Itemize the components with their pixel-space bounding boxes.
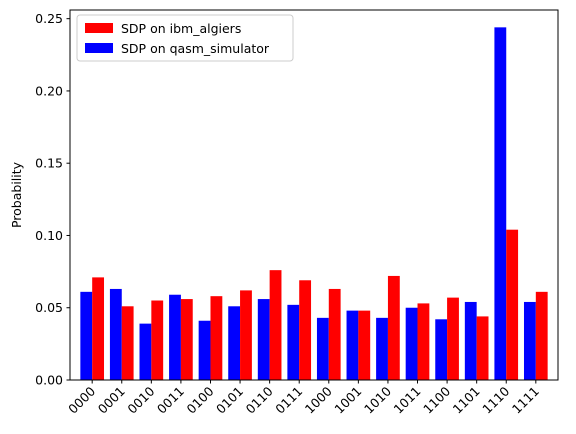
y-axis-label: Probability bbox=[9, 161, 24, 228]
bar-qasm-simulator-1001 bbox=[346, 310, 359, 380]
bar-ibm-algiers-1010 bbox=[387, 275, 400, 380]
legend-label: SDP on qasm_simulator bbox=[121, 41, 270, 56]
bar-qasm-simulator-1010 bbox=[376, 317, 388, 380]
bar-ibm-algiers-0101 bbox=[240, 290, 252, 380]
y-tick-label: 0.00 bbox=[35, 373, 63, 388]
bar-qasm-simulator-1101 bbox=[464, 301, 477, 380]
x-tick-label: 1111 bbox=[509, 384, 542, 417]
x-tick-label: 0000 bbox=[65, 383, 98, 416]
x-tick-label: 0011 bbox=[154, 384, 187, 417]
bar-ibm-algiers-0000 bbox=[92, 277, 105, 380]
bar-ibm-algiers-1101 bbox=[476, 316, 489, 380]
bar-ibm-algiers-0010 bbox=[151, 300, 164, 380]
bar-ibm-algiers-0011 bbox=[180, 299, 193, 380]
bar-qasm-simulator-0101 bbox=[228, 306, 241, 380]
bar-ibm-algiers-1111 bbox=[535, 291, 548, 380]
y-axis-ticks: 0.00 0.05 0.10 0.15 0.20 0.25 bbox=[35, 11, 70, 388]
bar-qasm-simulator-1011 bbox=[405, 307, 418, 380]
x-tick-label: 0110 bbox=[243, 383, 276, 416]
bar-ibm-algiers-0100 bbox=[210, 296, 223, 380]
x-tick-label: 0111 bbox=[272, 384, 305, 417]
bar-ibm-algiers-1100 bbox=[447, 297, 459, 380]
legend-swatch bbox=[85, 43, 113, 53]
x-tick-label: 0001 bbox=[95, 384, 128, 417]
legend-swatch bbox=[85, 23, 113, 33]
legend-label: SDP on ibm_algiers bbox=[121, 21, 241, 36]
x-tick-label: 1001 bbox=[331, 384, 364, 417]
bar-ibm-algiers-1000 bbox=[328, 288, 341, 380]
x-tick-label: 1101 bbox=[450, 384, 483, 417]
bar-ibm-algiers-1011 bbox=[417, 303, 430, 380]
bar-qasm-simulator-1100 bbox=[435, 319, 448, 380]
bar-qasm-simulator-0110 bbox=[257, 299, 270, 380]
bar-qasm-simulator-1000 bbox=[316, 317, 329, 380]
bar-ibm-algiers-0001 bbox=[121, 306, 134, 380]
bar-qasm-simulator-0011 bbox=[169, 294, 181, 380]
y-tick-label: 0.25 bbox=[35, 11, 63, 26]
y-tick-label: 0.15 bbox=[35, 156, 63, 171]
bar-qasm-simulator-0001 bbox=[109, 288, 122, 380]
x-tick-label: 1110 bbox=[479, 383, 512, 416]
x-tick-label: 1000 bbox=[302, 383, 335, 416]
x-tick-label: 1010 bbox=[361, 383, 394, 416]
y-tick-label: 0.20 bbox=[35, 83, 63, 98]
bars bbox=[80, 27, 548, 380]
x-tick-label: 1100 bbox=[420, 383, 453, 416]
bar-qasm-simulator-1110 bbox=[494, 27, 507, 380]
legend-box bbox=[76, 14, 294, 62]
bar-ibm-algiers-1001 bbox=[358, 310, 371, 380]
legend: SDP on ibm_algiers SDP on qasm_simulator bbox=[76, 14, 294, 62]
y-tick-label: 0.10 bbox=[35, 228, 63, 243]
bar-qasm-simulator-0100 bbox=[198, 320, 211, 380]
x-tick-label: 0101 bbox=[213, 384, 246, 417]
plot-frame bbox=[69, 9, 559, 381]
bar-ibm-algiers-1110 bbox=[506, 229, 519, 380]
bar-ibm-algiers-0110 bbox=[269, 270, 282, 380]
x-tick-label: 0100 bbox=[184, 383, 217, 416]
y-tick-label: 0.05 bbox=[35, 300, 63, 315]
bar-qasm-simulator-1111 bbox=[523, 301, 536, 380]
x-tick-label: 1011 bbox=[391, 384, 424, 417]
bar-qasm-simulator-0000 bbox=[80, 291, 93, 380]
x-axis-ticks: 0000000100100011010001010110011110001001… bbox=[65, 380, 542, 417]
x-tick-label: 0010 bbox=[124, 383, 157, 416]
bar-ibm-algiers-0111 bbox=[299, 280, 312, 380]
bar-qasm-simulator-0010 bbox=[139, 323, 152, 380]
bar-qasm-simulator-0111 bbox=[287, 304, 300, 380]
